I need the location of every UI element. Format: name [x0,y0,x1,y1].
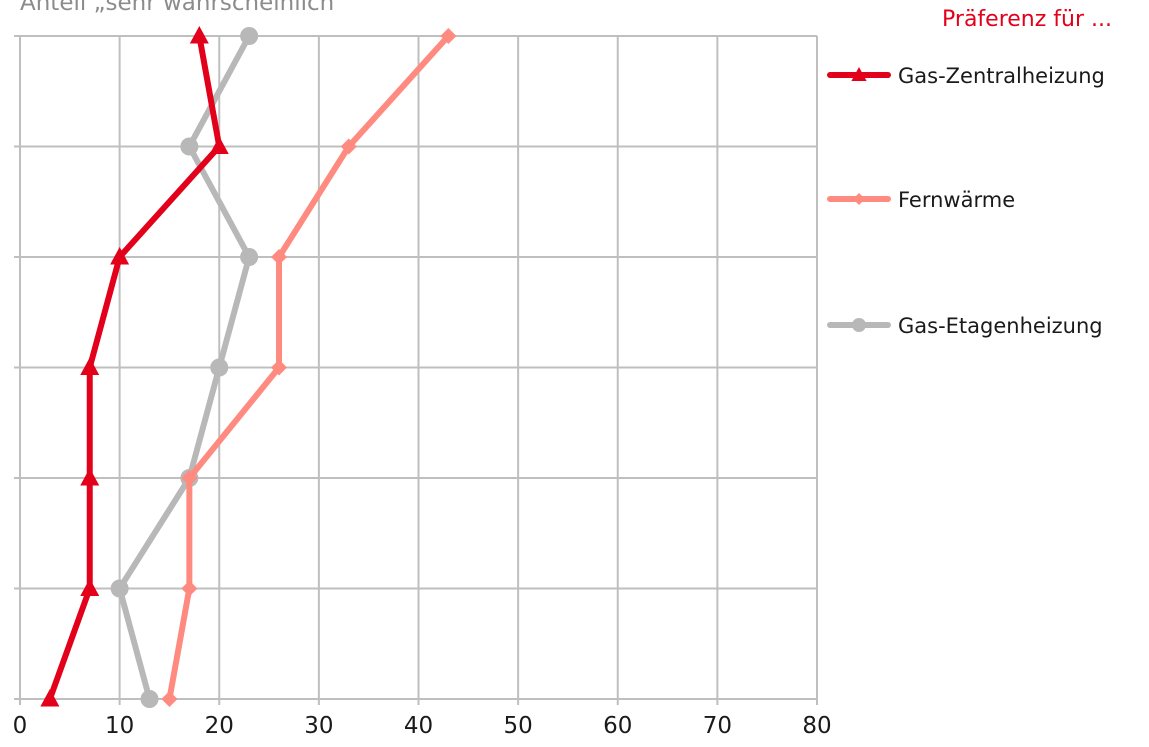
series-3 [110,27,259,708]
data-point [440,28,457,44]
data-point [271,249,288,265]
x-tick-label: 20 [205,713,234,739]
x-tick-label: 70 [703,713,732,739]
legend-entry-3: Gas-Etagenheizung [827,314,1103,338]
x-tick-label: 0 [13,713,28,739]
data-point [240,248,259,266]
x-tick-label: 30 [304,713,333,739]
legend-label: Gas-Etagenheizung [898,314,1103,338]
data-point [80,468,100,486]
legend-title: Präferenz für ... [942,7,1112,32]
data-point [181,470,198,486]
data-point [240,27,259,45]
data-point [209,136,229,154]
data-point [110,579,129,598]
data-point [80,578,100,596]
legend-label: Gas-Zentralheizung [898,64,1105,88]
series-2 [161,28,457,707]
data-point [180,137,199,156]
x-tick-label: 40 [404,713,433,739]
x-tick-label: 10 [105,713,134,739]
legend-swatch-marker [852,318,866,332]
legend-label: Fernwärme [898,188,1015,212]
legend: Präferenz für ... Gas-Zentralheizung Fern… [827,7,1112,338]
data-point [271,359,288,376]
legend-swatch-marker [851,67,867,81]
data-point [161,691,178,707]
grid [14,35,818,705]
x-tick-label: 50 [503,713,532,739]
legend-entry-1: Gas-Zentralheizung [827,64,1105,88]
data-point [210,358,229,377]
legend-swatch-marker [853,193,865,205]
x-tick-label: 80 [802,713,831,739]
data-point [189,26,209,44]
chart-title: Anteil „sehr wahrscheinlich“ [20,0,346,16]
data-point [80,357,100,375]
legend-entry-2: Fernwärme [827,188,1015,212]
data-point [40,689,60,707]
data-point [140,690,159,708]
data-point [181,580,198,597]
series-1 [40,26,229,707]
x-tick-label: 60 [603,713,632,739]
x-axis-ticks: 0 10 20 30 40 50 60 70 80 [13,713,832,739]
series-lines [40,26,457,708]
data-point [110,247,130,265]
data-point [340,138,357,155]
